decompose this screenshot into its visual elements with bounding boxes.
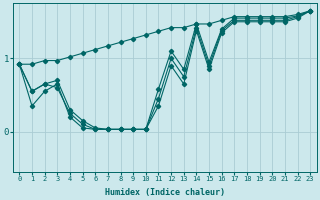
X-axis label: Humidex (Indice chaleur): Humidex (Indice chaleur)	[105, 188, 225, 197]
